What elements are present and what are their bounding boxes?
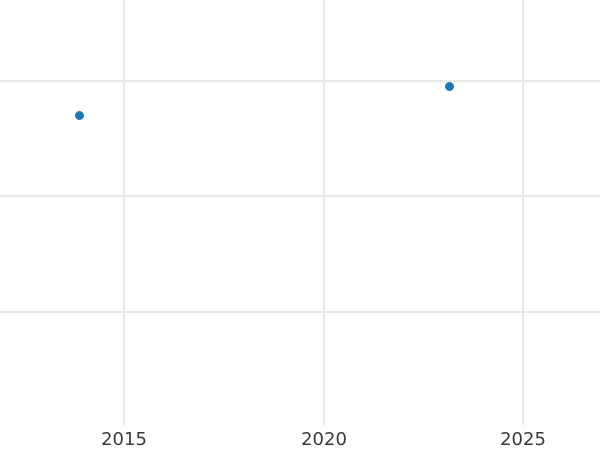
data-point xyxy=(444,81,454,91)
x-tick-label: 2015 xyxy=(101,429,147,450)
vertical-gridline xyxy=(123,0,125,425)
data-point xyxy=(74,110,84,120)
horizontal-gridline xyxy=(0,311,600,313)
x-tick-label: 2020 xyxy=(301,429,347,450)
vertical-gridline xyxy=(323,0,325,425)
vertical-gridline xyxy=(522,0,524,425)
horizontal-gridline xyxy=(0,80,600,82)
horizontal-gridline xyxy=(0,195,600,197)
x-tick-label: 2025 xyxy=(500,429,546,450)
